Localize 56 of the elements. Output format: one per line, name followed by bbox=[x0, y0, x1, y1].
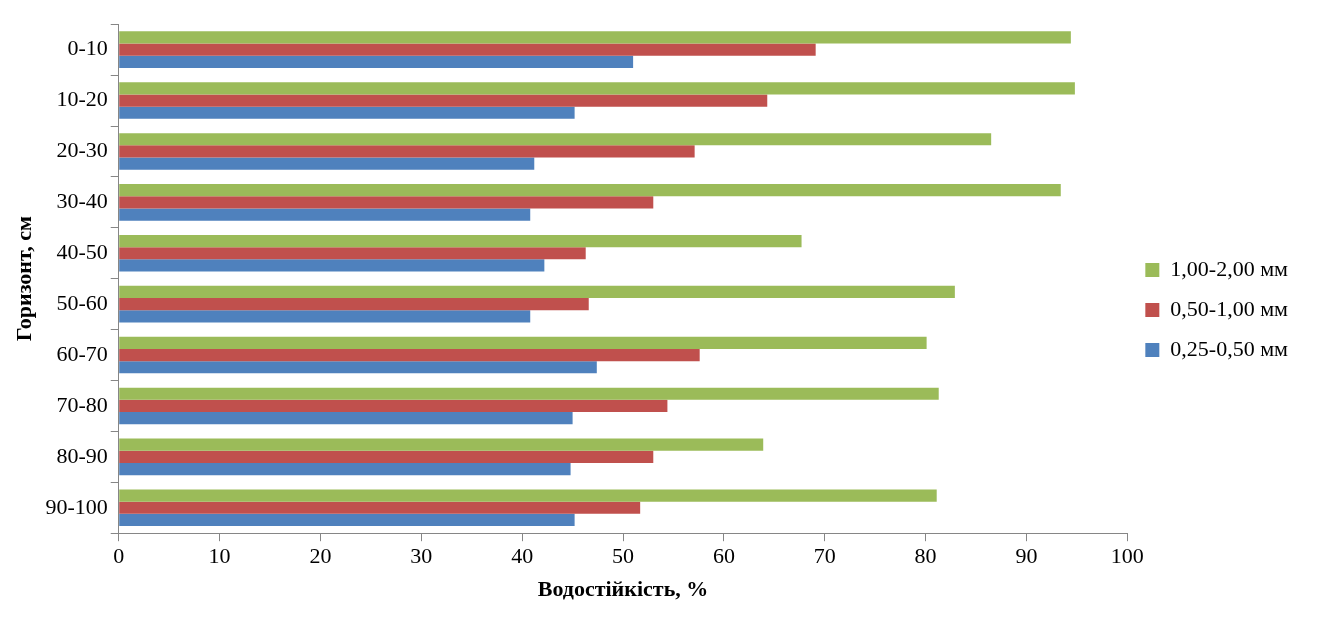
x-tick-label: 30 bbox=[410, 543, 433, 569]
bar bbox=[119, 157, 535, 170]
legend-label: 1,00-2,00 мм bbox=[1170, 255, 1289, 281]
bar bbox=[119, 298, 589, 311]
y-tick-label: 70-80 bbox=[56, 391, 108, 417]
y-tick-label: 10-20 bbox=[56, 86, 108, 112]
bar bbox=[119, 247, 586, 260]
x-tick-label: 40 bbox=[511, 543, 534, 569]
bar bbox=[119, 234, 802, 248]
bar bbox=[119, 43, 816, 56]
y-tick-label: 30-40 bbox=[56, 188, 108, 214]
bar bbox=[119, 145, 695, 158]
x-tick-label: 20 bbox=[309, 543, 332, 569]
bar bbox=[119, 133, 992, 146]
bar bbox=[119, 336, 927, 349]
bar bbox=[119, 513, 575, 527]
legend-label: 0,25-0,50 мм bbox=[1170, 335, 1289, 361]
x-tick-label: 50 bbox=[612, 543, 635, 569]
x-tick-label: 0 bbox=[113, 543, 125, 569]
bar bbox=[119, 387, 939, 400]
x-axis-title: Водостійкість, % bbox=[537, 576, 709, 602]
bar bbox=[119, 55, 634, 68]
bar bbox=[119, 462, 571, 476]
x-tick-label: 80 bbox=[914, 543, 937, 569]
bar bbox=[119, 489, 937, 502]
x-tick-label: 60 bbox=[712, 543, 735, 569]
x-tick-label: 100 bbox=[1110, 543, 1144, 569]
bar bbox=[119, 196, 654, 209]
bar bbox=[119, 501, 641, 514]
bar bbox=[119, 361, 597, 374]
bar bbox=[119, 399, 668, 413]
y-tick-label: 40-50 bbox=[56, 239, 108, 265]
x-tick-label: 90 bbox=[1015, 543, 1038, 569]
bar bbox=[119, 208, 531, 221]
bar bbox=[119, 310, 531, 323]
y-axis-title: Горизонт, см bbox=[10, 216, 36, 342]
bar bbox=[119, 184, 1061, 197]
bar bbox=[119, 259, 545, 272]
y-tick-label: 90-100 bbox=[45, 493, 108, 519]
bar bbox=[119, 412, 573, 425]
legend-label: 0,50-1,00 мм bbox=[1170, 295, 1289, 321]
y-tick-label: 50-60 bbox=[56, 289, 108, 315]
bar bbox=[119, 31, 1071, 44]
bar bbox=[119, 438, 764, 451]
bar bbox=[119, 106, 575, 119]
bar bbox=[119, 94, 768, 107]
x-tick-label: 10 bbox=[208, 543, 231, 569]
bar bbox=[119, 348, 700, 362]
x-tick-label: 70 bbox=[813, 543, 836, 569]
y-tick-label: 0-10 bbox=[67, 35, 108, 61]
y-tick-label: 80-90 bbox=[56, 442, 108, 468]
y-tick-label: 20-30 bbox=[56, 137, 108, 163]
y-tick-label: 60-70 bbox=[56, 340, 108, 366]
bar bbox=[119, 285, 955, 299]
bar bbox=[119, 450, 654, 463]
bar bbox=[119, 82, 1075, 95]
